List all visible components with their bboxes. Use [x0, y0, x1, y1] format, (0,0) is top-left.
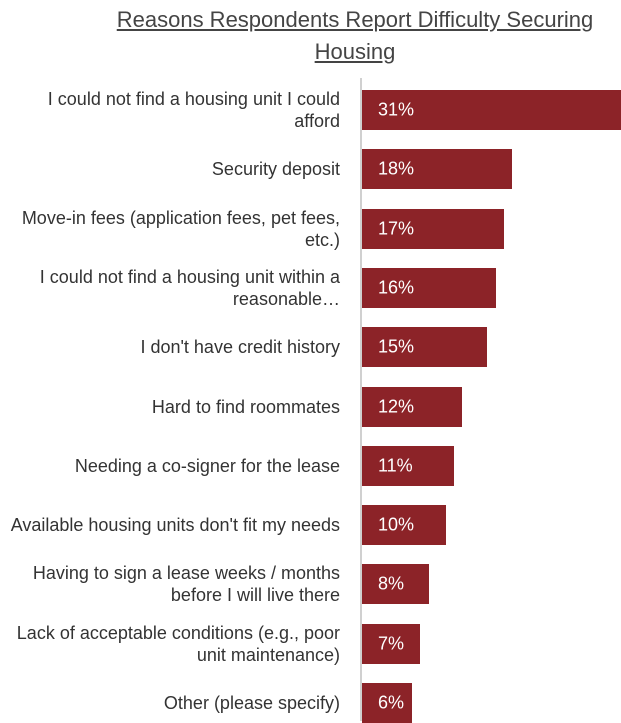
- bar: [362, 564, 429, 605]
- bar: [362, 90, 621, 130]
- category-label: Having to sign a lease weeks / months be…: [32, 563, 340, 606]
- value-label: 11%: [378, 455, 413, 476]
- category-label: Lack of acceptable conditions (e.g., poo…: [16, 622, 340, 665]
- bar: [362, 327, 488, 368]
- value-label: 8%: [378, 573, 405, 594]
- category-label: Move-in fees (application fees, pet fees…: [21, 207, 340, 250]
- value-label: 15%: [378, 336, 415, 357]
- value-label: 17%: [378, 218, 415, 239]
- category-label: I could not find a housing unit I could …: [47, 89, 340, 131]
- category-label: Other (please specify): [163, 693, 340, 713]
- value-label: 12%: [378, 396, 415, 416]
- category-label: Available housing units don't fit my nee…: [10, 515, 340, 536]
- category-label: Needing a co-signer for the lease: [74, 455, 340, 476]
- category-label: I don't have credit history: [140, 337, 340, 358]
- bar: [362, 505, 446, 546]
- value-label: 6%: [378, 692, 405, 713]
- chart-title: Reasons Respondents Report Difficulty Se…: [116, 7, 594, 64]
- bar: [362, 386, 463, 427]
- bar: [362, 149, 513, 190]
- value-label: 7%: [378, 633, 405, 654]
- value-label: 31%: [378, 99, 415, 120]
- value-label: 10%: [378, 514, 415, 535]
- bar: [362, 623, 421, 664]
- value-label: 18%: [378, 158, 415, 179]
- bar: [362, 445, 454, 486]
- category-label: I could not find a housing unit within a…: [39, 266, 340, 309]
- bar: [362, 683, 413, 723]
- category-label: Hard to find roommates: [151, 396, 340, 417]
- bar: [362, 267, 496, 308]
- value-label: 16%: [378, 277, 415, 298]
- category-label: Security deposit: [211, 159, 340, 180]
- axis-line: [360, 78, 362, 721]
- bar: [362, 208, 505, 249]
